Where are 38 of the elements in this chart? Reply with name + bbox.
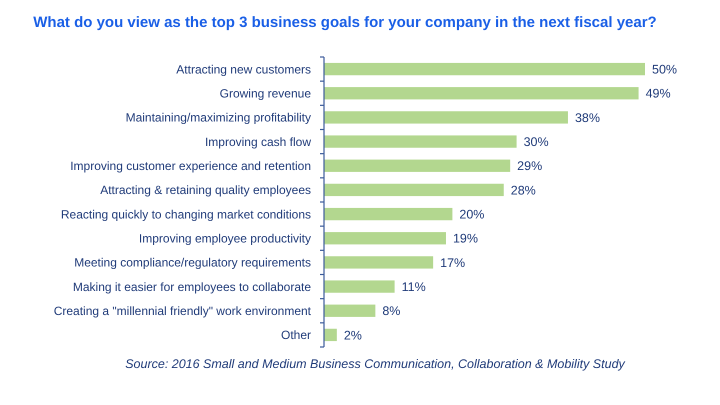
data-label: 29%	[517, 159, 542, 174]
bar	[324, 160, 510, 172]
y-tick-label: Maintaining/maximizing profitability	[126, 110, 311, 125]
bar	[324, 62, 645, 76]
bar	[324, 232, 446, 244]
bar	[324, 328, 337, 342]
y-tick-label: Attracting new customers	[176, 62, 311, 76]
data-label: 49%	[646, 86, 671, 101]
data-label: 17%	[440, 256, 466, 270]
chart-title: What do you view as the top 3 business goals for your company in the next fiscal year?	[33, 14, 657, 31]
y-tick-label: Meeting compliance/regulatory requirements	[74, 256, 311, 270]
y-tick-label: Making it easier for employees to collaborate	[72, 280, 312, 294]
bar	[324, 135, 517, 148]
data-label: 2%	[344, 328, 362, 342]
y-tick-label: Attracting & retaining quality employees	[100, 183, 311, 198]
y-tick-label: Growing revenue	[220, 86, 312, 100]
bar	[324, 304, 376, 317]
data-label: 50%	[652, 62, 678, 76]
data-label: 38%	[574, 110, 600, 125]
y-tick-label: Improving employee productivity	[138, 231, 311, 246]
data-label: 8%	[382, 304, 400, 318]
bar	[324, 208, 452, 220]
y-tick-label: Reacting quickly to changing market conditions	[60, 207, 311, 222]
bar	[324, 87, 639, 100]
y-tick-label: Improving cash flow	[204, 134, 312, 149]
bar	[324, 111, 568, 124]
source-note: Source: 2016 Small and Medium Business Communication, Collaboration & Mobility Study	[125, 357, 626, 371]
bar	[324, 256, 434, 269]
data-label: 19%	[452, 232, 478, 246]
y-tick-label: Other	[280, 328, 311, 342]
y-tick-label: Improving customer experience and retention	[70, 158, 311, 173]
data-label: 20%	[459, 207, 484, 222]
y-tick-label: Creating a "millennial friendly" work environment	[54, 304, 312, 318]
bar	[324, 184, 504, 196]
data-label: 11%	[402, 280, 426, 294]
data-label: 30%	[524, 134, 549, 149]
bar	[324, 280, 395, 293]
data-label: 28%	[510, 183, 536, 198]
